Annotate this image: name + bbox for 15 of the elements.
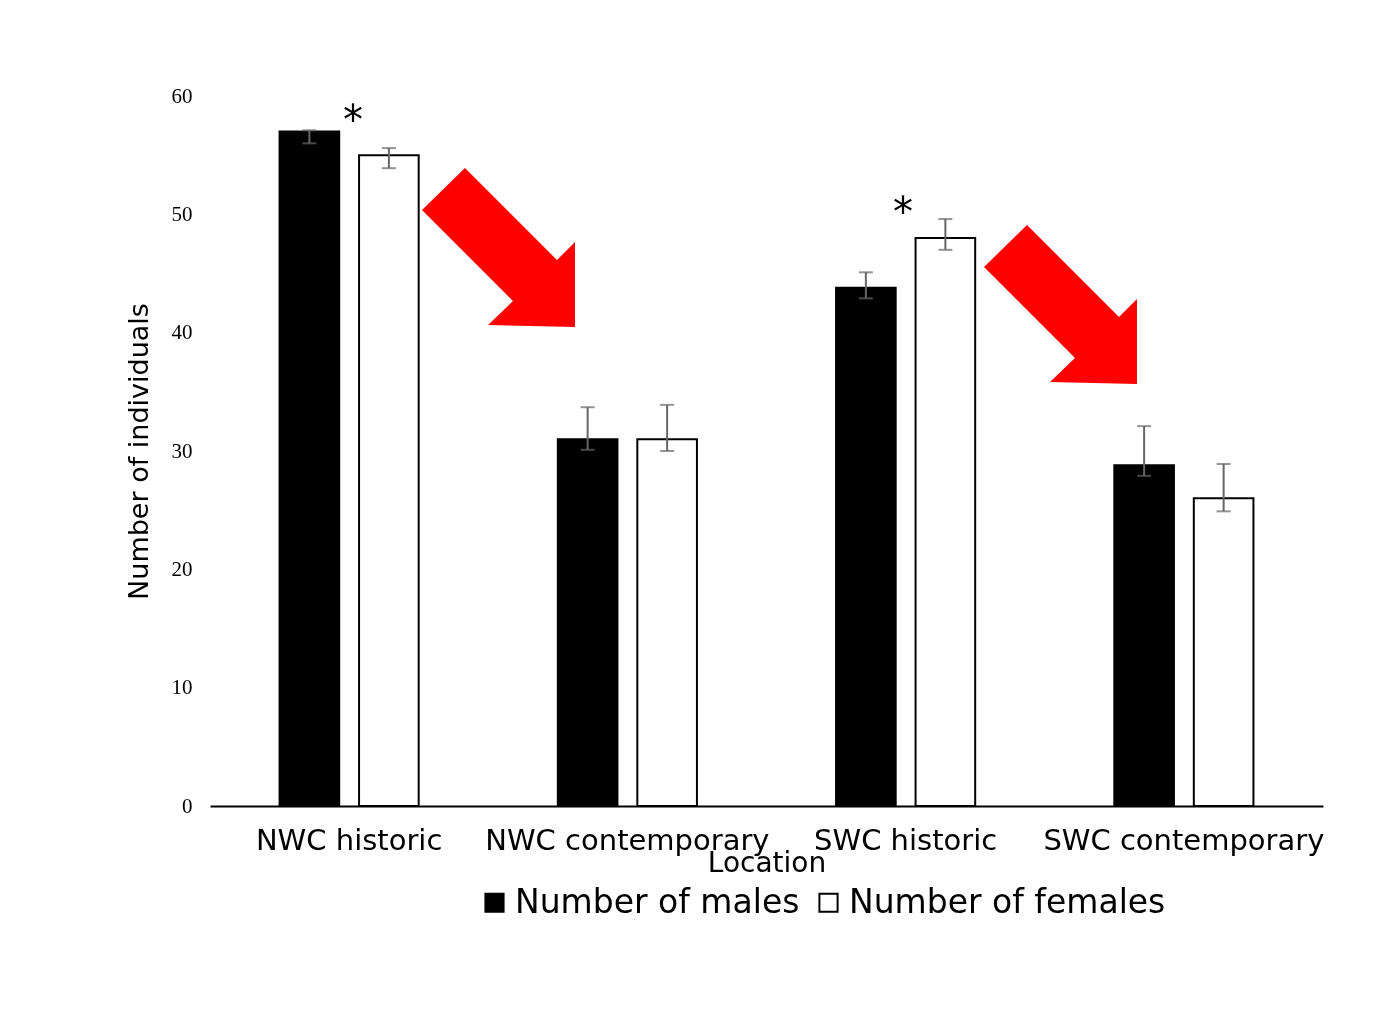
x-tick-label: SWC contemporary bbox=[1043, 822, 1325, 857]
annotation: * bbox=[893, 189, 913, 235]
y-axis-title: Number of individuals bbox=[122, 303, 154, 600]
y-tick-label: 0 bbox=[182, 793, 193, 818]
y-tick-label: 50 bbox=[171, 201, 193, 226]
annotation: * bbox=[343, 97, 363, 143]
y-tick-label: 30 bbox=[171, 438, 193, 463]
x-tick-label: NWC historic bbox=[255, 822, 443, 857]
legend-label: Number of females bbox=[849, 881, 1166, 921]
y-tick-label: 60 bbox=[171, 83, 193, 108]
x-tick-label: SWC historic bbox=[814, 822, 998, 857]
y-tick-label: 10 bbox=[171, 675, 193, 700]
y-tick-label: 40 bbox=[171, 320, 193, 345]
legend-label: Number of males bbox=[515, 881, 800, 921]
y-tick-label: 20 bbox=[171, 556, 193, 581]
